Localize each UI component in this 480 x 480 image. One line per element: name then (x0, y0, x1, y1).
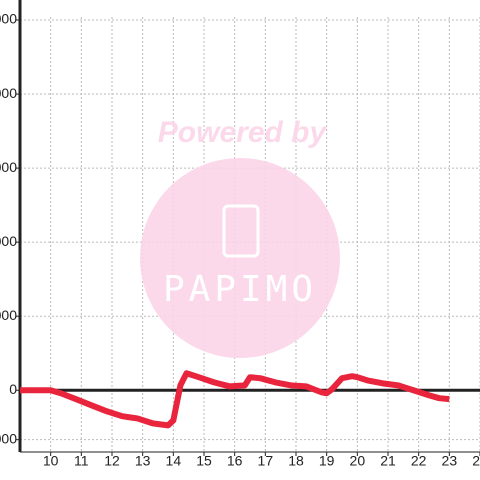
watermark-top: Powered by (158, 116, 328, 149)
y-tick-label: 30,000 (0, 307, 17, 323)
x-tick-label: 17 (258, 453, 274, 469)
y-tick-label: 0 (9, 381, 17, 397)
watermark-icon (222, 204, 260, 258)
x-tick-label: 24 (472, 453, 480, 469)
x-tick-label: 14 (166, 453, 182, 469)
x-tick-label: 12 (104, 453, 120, 469)
y-tick-label: -20,000 (0, 430, 17, 446)
x-tick-label: 23 (442, 453, 458, 469)
watermark-circle (140, 158, 340, 358)
x-tick-label: 18 (288, 453, 304, 469)
x-tick-label: 15 (196, 453, 212, 469)
x-tick-label: 20 (350, 453, 366, 469)
x-tick-label: 16 (227, 453, 243, 469)
y-tick-label: 120,000 (0, 85, 17, 101)
x-tick-label: 21 (380, 453, 396, 469)
watermark: Powered by PAPIMO (140, 116, 340, 358)
x-tick-label: 11 (74, 453, 89, 469)
x-tick-label: 10 (43, 453, 59, 469)
y-tick-label: 90,000 (0, 159, 17, 175)
data-line (20, 370, 450, 429)
x-tick-label: 22 (411, 453, 427, 469)
y-tick-label: 150,000 (0, 11, 17, 27)
y-tick-label: 60,000 (0, 233, 17, 249)
x-tick-label: 19 (319, 453, 335, 469)
watermark-bottom: PAPIMO (163, 269, 317, 310)
x-tick-label: 13 (135, 453, 151, 469)
